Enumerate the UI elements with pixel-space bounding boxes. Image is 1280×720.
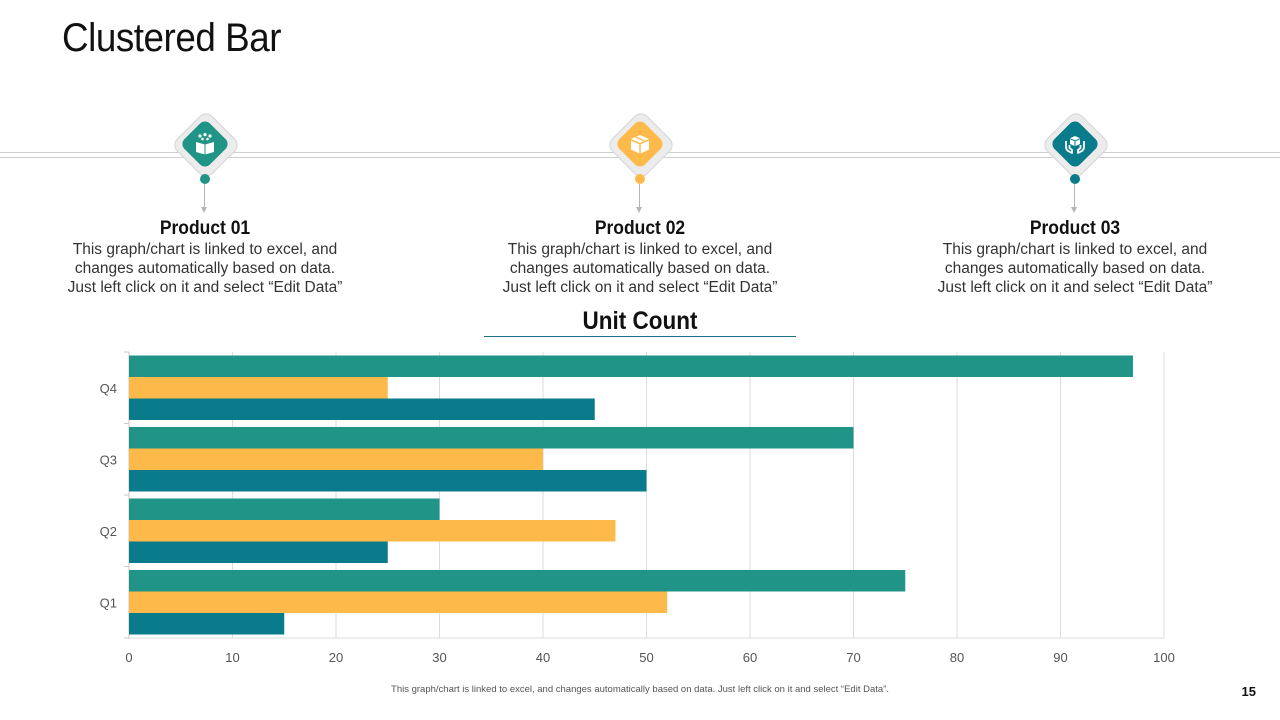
product-badge <box>605 109 677 218</box>
bar-product-01-q1 <box>129 570 906 592</box>
product-card-2: Product 02 This graph/chart is linked to… <box>480 109 800 297</box>
x-tick-label: 60 <box>743 650 757 665</box>
product-card-1: Product 01 This graph/chart is linked to… <box>45 109 365 297</box>
x-tick-label: 30 <box>432 650 446 665</box>
chart-title: Unit Count <box>582 307 698 335</box>
x-tick-label: 70 <box>846 650 860 665</box>
hands-box-icon <box>1065 136 1085 154</box>
y-tick-label: Q2 <box>100 524 117 539</box>
x-tick-label: 10 <box>225 650 239 665</box>
product-description: This graph/chart is linked to excel, and… <box>937 241 1213 296</box>
bar-product-01-q4 <box>129 355 1133 377</box>
product-badge <box>1040 109 1112 218</box>
bar-product-03-q1 <box>129 613 285 635</box>
x-tick-label: 90 <box>1053 650 1067 665</box>
gift-box-icon <box>196 133 214 155</box>
bar-product-03-q4 <box>129 398 595 420</box>
x-tick-label: 50 <box>639 650 653 665</box>
bar-product-03-q2 <box>129 541 388 563</box>
bar-product-01-q2 <box>129 498 440 520</box>
product-description: This graph/chart is linked to excel, and… <box>67 241 343 296</box>
product-badge <box>170 109 242 218</box>
x-tick-label: 100 <box>1153 650 1175 665</box>
bar-product-02-q1 <box>129 591 668 613</box>
bar-product-02-q4 <box>129 377 388 399</box>
page-number: 15 <box>1241 684 1256 699</box>
chart-title-underline <box>484 336 796 337</box>
y-tick-label: Q4 <box>100 381 117 396</box>
bar-product-03-q3 <box>129 470 647 492</box>
x-tick-label: 0 <box>125 650 132 665</box>
slide-title: Clustered Bar <box>62 16 282 60</box>
bar-product-02-q2 <box>129 520 616 542</box>
product-title: Product 03 <box>1029 218 1121 239</box>
bar-product-02-q3 <box>129 448 543 470</box>
product-description: This graph/chart is linked to excel, and… <box>502 241 778 296</box>
x-tick-label: 40 <box>536 650 550 665</box>
x-tick-label: 20 <box>329 650 343 665</box>
y-tick-label: Q3 <box>100 452 117 467</box>
bar-product-01-q3 <box>129 427 854 449</box>
product-title: Product 02 <box>594 218 686 239</box>
product-title: Product 01 <box>159 218 251 239</box>
x-tick-label: 80 <box>950 650 964 665</box>
footnote: This graph/chart is linked to excel, and… <box>391 684 889 695</box>
y-tick-label: Q1 <box>100 595 117 610</box>
package-box-icon <box>631 135 649 154</box>
product-card-3: Product 03 This graph/chart is linked to… <box>915 109 1235 297</box>
